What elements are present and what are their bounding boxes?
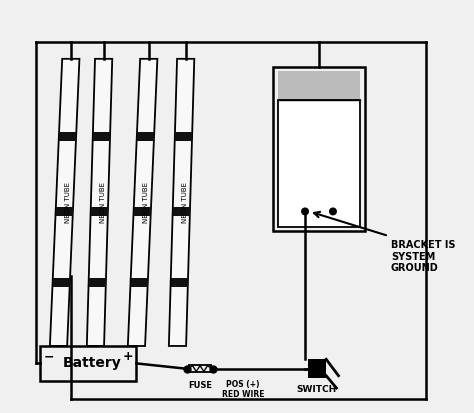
Bar — [189, 365, 211, 372]
Polygon shape — [175, 132, 192, 141]
Circle shape — [302, 208, 309, 215]
Bar — [278, 71, 360, 100]
Text: NEON TUBE: NEON TUBE — [182, 182, 188, 223]
Bar — [273, 67, 365, 231]
Text: POS (+)
RED WIRE: POS (+) RED WIRE — [222, 380, 264, 399]
Polygon shape — [137, 132, 154, 141]
Polygon shape — [130, 278, 148, 287]
Text: NEON TUBE: NEON TUBE — [65, 182, 71, 223]
Bar — [308, 359, 326, 378]
Polygon shape — [87, 59, 112, 346]
Polygon shape — [91, 206, 108, 216]
Bar — [278, 100, 360, 227]
Polygon shape — [134, 206, 151, 216]
Polygon shape — [50, 59, 80, 346]
Polygon shape — [171, 278, 188, 287]
Polygon shape — [55, 206, 73, 216]
Text: NEON TUBE: NEON TUBE — [100, 182, 106, 223]
Text: SWITCH: SWITCH — [297, 385, 337, 394]
Text: +: + — [123, 350, 134, 363]
Text: Battery: Battery — [63, 356, 122, 370]
Polygon shape — [89, 278, 106, 287]
Polygon shape — [93, 132, 110, 141]
Bar — [40, 346, 137, 381]
Polygon shape — [169, 59, 194, 346]
Polygon shape — [59, 132, 76, 141]
Text: FUSE: FUSE — [188, 381, 212, 390]
Circle shape — [330, 208, 336, 215]
Text: NEON TUBE: NEON TUBE — [143, 182, 149, 223]
Text: −: − — [44, 350, 55, 363]
Polygon shape — [173, 206, 190, 216]
Text: BRACKET IS
SYSTEM
GROUND: BRACKET IS SYSTEM GROUND — [391, 240, 456, 273]
Polygon shape — [53, 278, 70, 287]
Polygon shape — [128, 59, 157, 346]
